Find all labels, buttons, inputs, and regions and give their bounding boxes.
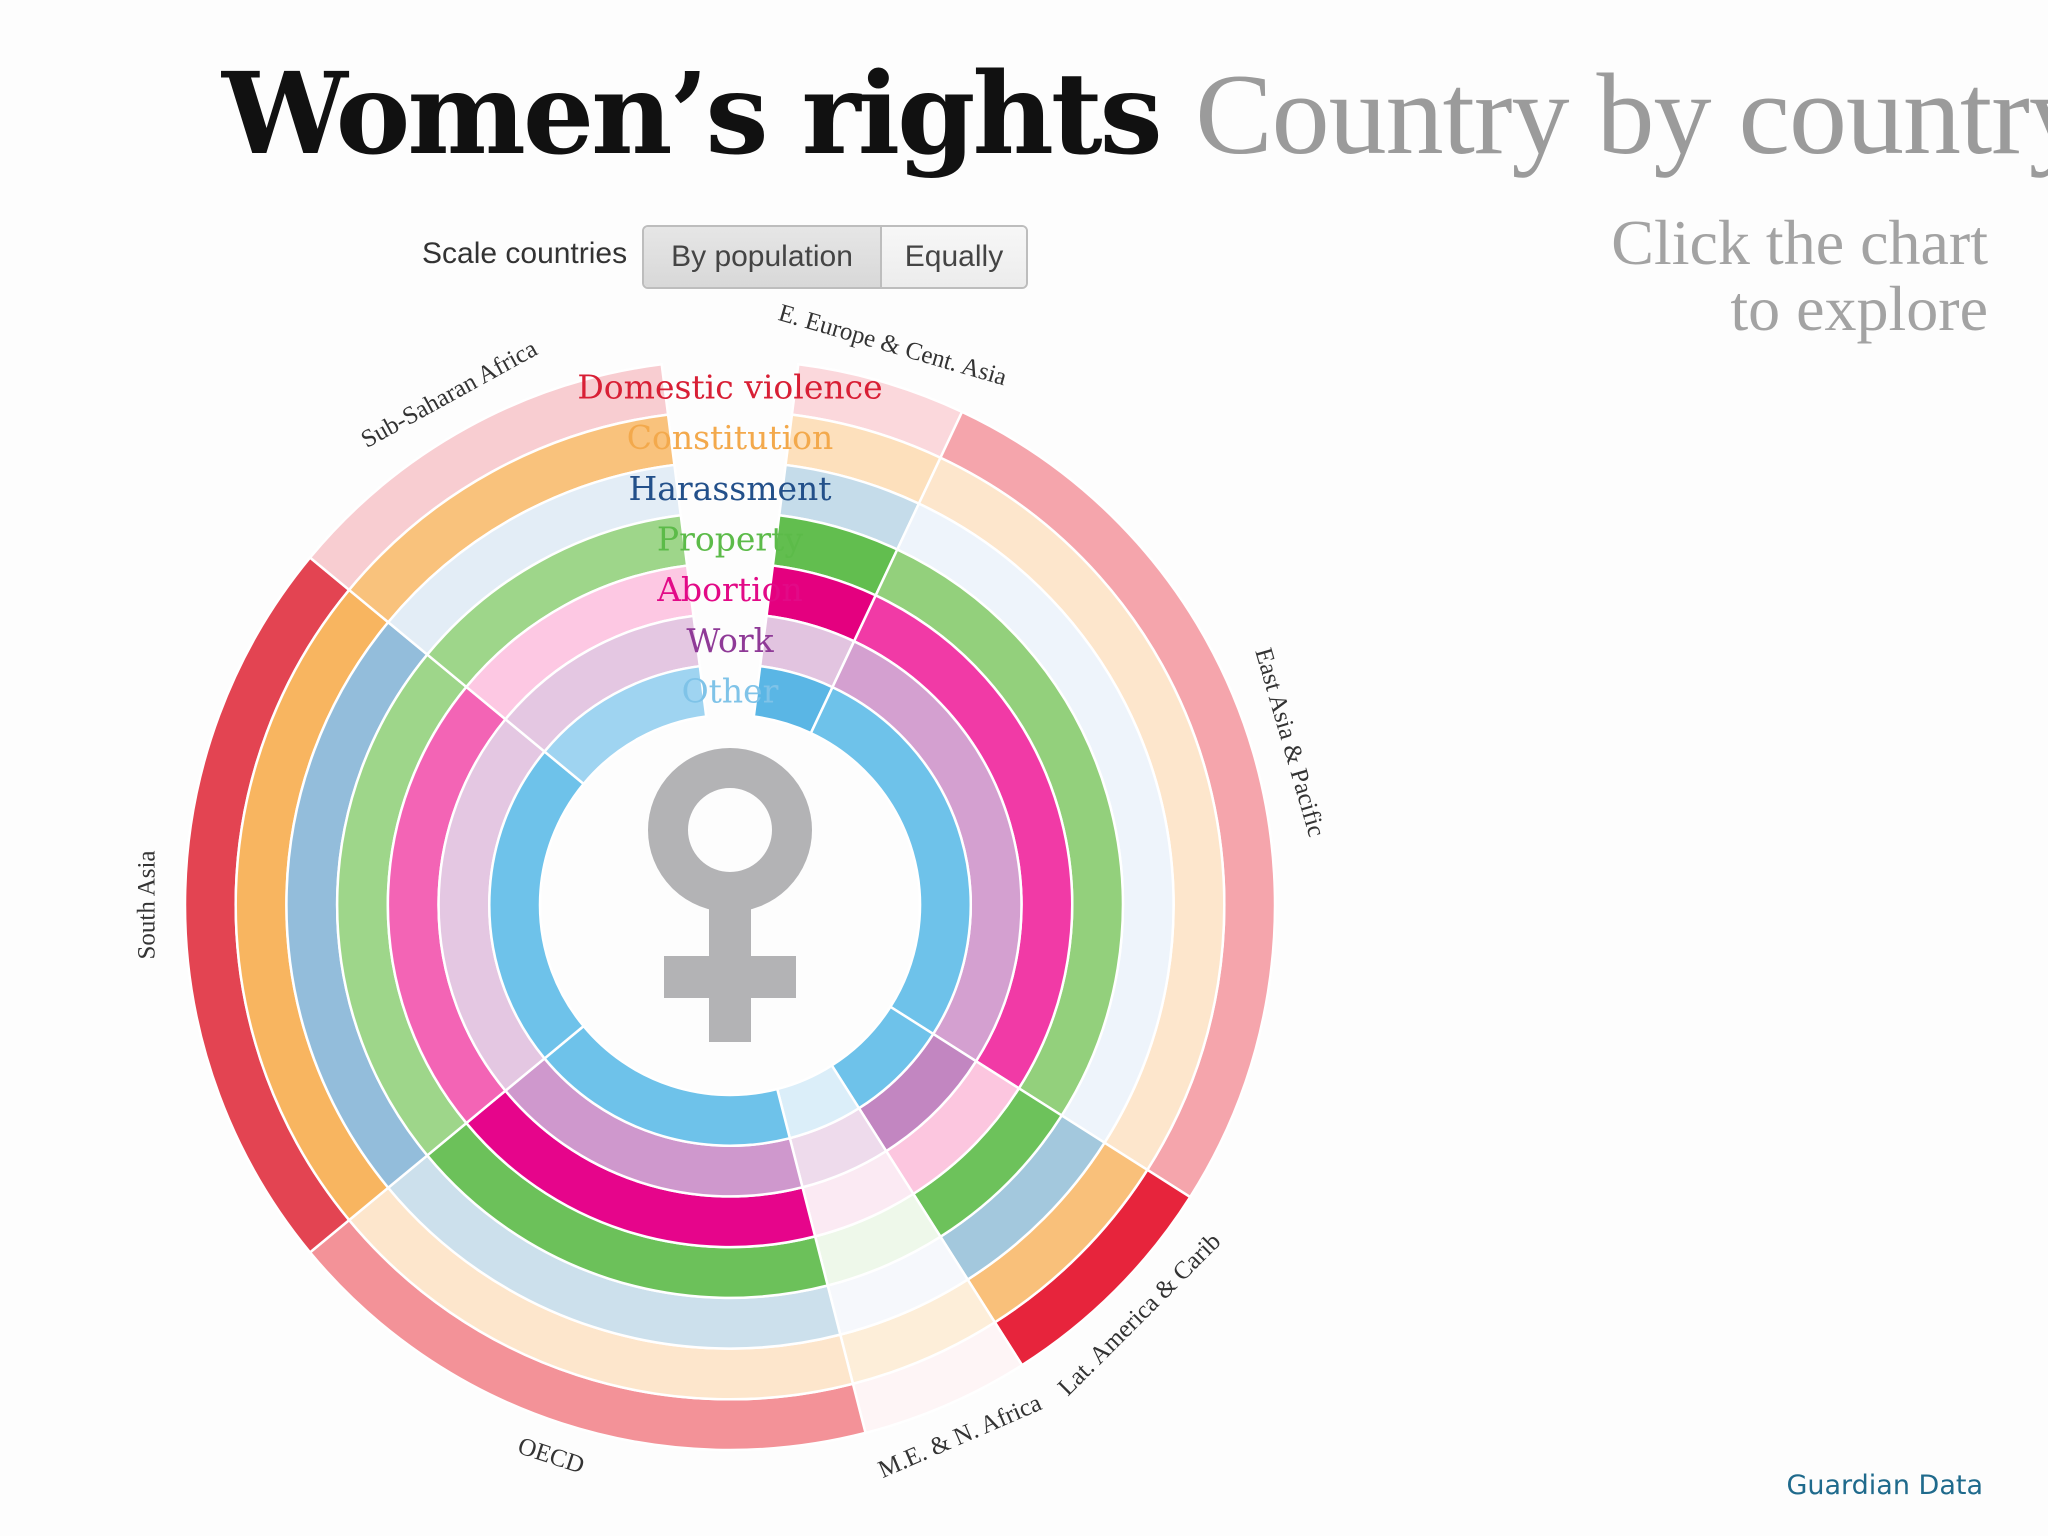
legend-property: Property <box>657 520 804 559</box>
legend-abortion: Abortion <box>656 570 803 609</box>
scale-countries-label: Scale countries <box>422 237 628 270</box>
female-symbol-ring <box>648 748 812 912</box>
legend-other: Other <box>682 672 779 711</box>
click-hint-line-1: Click the chart <box>1611 207 1988 278</box>
female-symbol-crossbar <box>664 956 796 998</box>
legend-domestic-violence: Domestic violence <box>577 367 882 406</box>
legend-harassment: Harassment <box>628 469 831 508</box>
legend-constitution: Constitution <box>627 418 834 457</box>
credit-label: Guardian Data <box>1786 1470 1983 1501</box>
title-main: Women’s rights <box>222 49 1163 180</box>
by-population-button[interactable]: By population <box>644 227 882 287</box>
title-subtitle: Country by country <box>1195 51 2048 179</box>
click-hint-line-2: to explore <box>1730 273 1988 344</box>
equally-button[interactable]: Equally <box>882 227 1026 287</box>
click-hint: Click the chart to explore <box>1611 210 1988 342</box>
region-label-oecd: OECD <box>515 1433 588 1480</box>
region-label-south-asia: South Asia <box>134 850 161 959</box>
scale-toggle: By population Equally <box>642 225 1028 289</box>
ring-segment-other-sub-saharan-africa[interactable] <box>542 664 708 786</box>
page-title: Women’s rights Country by country <box>222 40 2048 190</box>
female-symbol-icon <box>648 748 812 1042</box>
legend-work: Work <box>686 621 774 660</box>
